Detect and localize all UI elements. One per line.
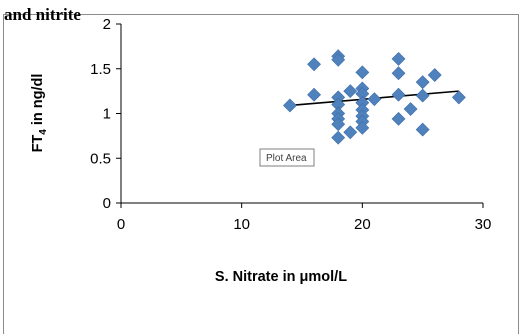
x-tick-label: 0 [117,216,125,233]
x-tick-label: 10 [233,216,250,233]
data-point [391,111,406,126]
data-point [451,90,466,105]
data-point [355,65,370,80]
data-point [415,75,430,90]
top-caption: and nitrite [4,5,81,24]
data-point [355,120,370,135]
data-point [331,130,346,145]
y-axis-title: FT4 in ng/dl [30,74,49,153]
data-point [391,87,406,102]
y-axis-title-main: FT [30,135,46,153]
data-point [391,51,406,66]
x-axis-title: S. Nitrate in μmol/L [215,269,347,285]
data-point [343,125,358,140]
data-point [343,84,358,99]
data-point [307,87,321,102]
chart-area: and nitrite 0 0.5 1 1.5 2 0 10 20 30 S. Nitrate … [3,5,519,334]
plot-area-tooltip-label: Plot Area [266,153,307,164]
data-point [427,68,442,82]
data-points [283,49,466,145]
x-tick-label: 20 [354,216,371,233]
data-point [415,122,430,137]
y-tick-label: 1 [103,106,111,123]
data-point [403,102,418,116]
y-axis-title-sub: 4 [38,129,49,135]
data-point [391,66,406,81]
data-point [283,98,297,113]
scatter-chart: 00.511.520 10 20 30 S. Nitrate in μmol/L FT… [30,16,491,285]
y-tick-label: 1.5 [90,61,111,78]
plot-area-tooltip: Plot Area [259,148,315,167]
data-point [367,92,382,107]
data-point [307,57,321,72]
data-point [415,88,430,103]
x-tick-label: 30 [475,216,492,233]
axes: 00.511.520 10 20 30 [90,16,491,233]
y-tick-label: 0 [103,195,111,212]
y-tick-label: 2 [103,16,111,33]
data-point [331,52,346,67]
data-point [331,117,346,132]
y-axis-title-tail: in ng/dl [30,74,46,130]
y-tick-label: 0.5 [90,150,111,167]
